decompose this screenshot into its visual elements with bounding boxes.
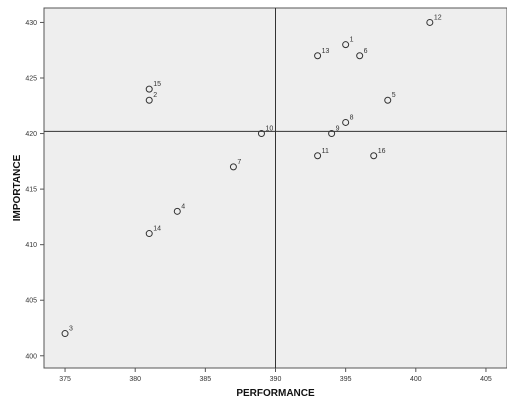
scatter-point — [145, 230, 153, 238]
x-tick-label: 380 — [129, 376, 141, 383]
scatter-point — [426, 18, 434, 26]
point-label: 9 — [336, 126, 340, 133]
x-axis: 375 380 385 390 395 400 405 — [59, 368, 492, 383]
x-tick-label: 375 — [59, 376, 71, 383]
y-tick-label: 430 — [25, 20, 37, 27]
point-label: 4 — [181, 203, 185, 210]
point-label: 10 — [265, 126, 273, 133]
scatter-point — [229, 163, 237, 171]
y-tick-label: 410 — [25, 242, 37, 249]
y-tick-label: 420 — [25, 131, 37, 138]
y-tick-label: 415 — [25, 187, 37, 194]
x-tick-label: 385 — [200, 376, 212, 383]
point-label: 12 — [434, 14, 442, 21]
scatter-point — [314, 52, 322, 60]
point-label: 13 — [322, 48, 330, 55]
scatter-point — [145, 85, 153, 93]
point-label: 1 — [350, 37, 354, 44]
scatter-point — [384, 96, 392, 104]
x-tick-label: 390 — [270, 376, 282, 383]
scatter-point — [342, 41, 350, 49]
point-label: 14 — [153, 226, 161, 233]
x-tick-label: 400 — [410, 376, 422, 383]
scatter-point — [370, 152, 378, 160]
y-tick-label: 400 — [25, 353, 37, 360]
reference-lines — [44, 8, 507, 368]
scatter-point — [61, 330, 69, 338]
point-label: 8 — [350, 114, 354, 121]
x-axis-title: PERFORMANCE — [236, 388, 315, 399]
point-label: 15 — [153, 81, 161, 88]
y-tick-label: 405 — [25, 298, 37, 305]
point-label: 7 — [237, 159, 241, 166]
scatter-point — [257, 130, 265, 138]
x-tick-label: 405 — [480, 376, 492, 383]
point-label: 11 — [322, 148, 329, 155]
scatter-point — [145, 96, 153, 104]
point-label: 5 — [392, 92, 396, 99]
scatter-point — [173, 207, 181, 215]
x-tick-label: 395 — [340, 376, 352, 383]
y-axis-title: IMPORTANCE — [12, 154, 23, 221]
scatter-point — [314, 152, 322, 160]
scatter-point — [356, 52, 364, 60]
point-label: 2 — [153, 92, 157, 99]
point-label: 16 — [378, 148, 386, 155]
scatter-point — [328, 130, 336, 138]
y-axis: 400 405 410 415 420 425 430 — [25, 20, 44, 360]
y-tick-label: 425 — [25, 76, 37, 83]
point-label: 3 — [69, 326, 73, 333]
point-label: 6 — [364, 48, 368, 55]
scatter-point — [342, 118, 350, 126]
